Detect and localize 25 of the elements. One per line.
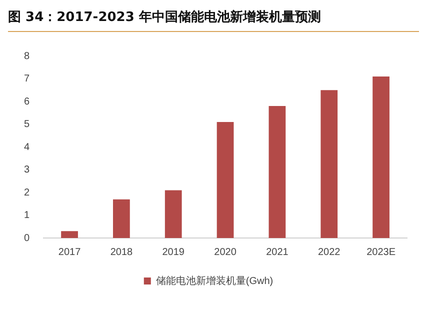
chart-title: 图 34：2017-2023 年中国储能电池新增装机量预测 — [8, 8, 419, 32]
y-tick-label: 6 — [24, 96, 30, 108]
y-tick-label: 7 — [24, 74, 30, 84]
y-tick-label: 0 — [24, 232, 30, 244]
y-tick-label: 5 — [24, 119, 30, 130]
x-tick-label: 2018 — [110, 246, 133, 258]
x-tick-label: 2020 — [214, 246, 237, 258]
bar — [164, 190, 182, 238]
x-tick-label: 2022 — [318, 246, 341, 258]
bar — [113, 199, 130, 238]
x-tick-label: 2021 — [266, 246, 289, 258]
y-tick-label: 8 — [24, 50, 30, 62]
legend-label: 储能电池新增装机量(Gwh) — [156, 274, 274, 287]
y-tick-label: 4 — [24, 142, 30, 153]
y-tick-label: 3 — [24, 164, 30, 176]
bar — [320, 90, 338, 238]
bar — [216, 122, 234, 238]
bar — [268, 106, 286, 238]
x-tick-label: 2019 — [162, 246, 185, 258]
bar — [372, 76, 390, 238]
y-tick-label: 2 — [24, 187, 30, 198]
x-tick-label: 2023E — [366, 246, 396, 258]
x-tick-label: 2017 — [58, 246, 82, 258]
y-tick-label: 1 — [24, 210, 30, 221]
bar — [61, 231, 78, 238]
